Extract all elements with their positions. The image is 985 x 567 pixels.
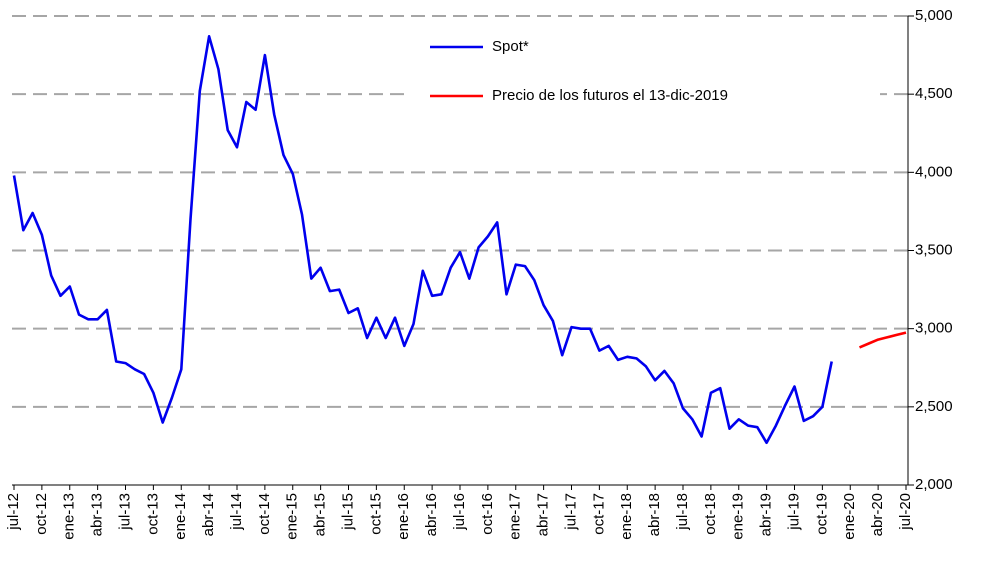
series-line	[12, 35, 833, 445]
x-tick-label: abr-15	[312, 493, 329, 536]
x-tick-label: jul-17	[562, 493, 579, 531]
y-tick-label: 3,500	[915, 241, 953, 258]
y-tick-label: 5,000	[915, 7, 953, 24]
x-tick-label: oct-14	[256, 493, 273, 535]
x-tick-label: abr-18	[646, 493, 663, 536]
x-tick-label: jul-20	[897, 493, 914, 531]
x-tick-label: oct-15	[367, 493, 384, 535]
y-tick-label: 2,000	[915, 476, 953, 493]
legend-background	[405, 24, 880, 120]
x-tick-label: jul-18	[674, 493, 691, 531]
x-tick-label: oct-12	[33, 493, 50, 535]
x-tick-label: abr-20	[869, 493, 886, 536]
y-tick-label: 3,000	[915, 320, 953, 337]
x-tick-label: oct-18	[702, 493, 719, 535]
x-tick-label: abr-14	[200, 493, 217, 536]
x-tick-label: abr-17	[535, 493, 552, 536]
legend-label: Precio de los futuros el 13-dic-2019	[492, 87, 728, 104]
x-tick-label: jul-12	[5, 493, 22, 531]
x-tick-label: ene-16	[395, 493, 412, 540]
y-tick-label: 4,500	[915, 85, 953, 102]
x-tick-label: ene-18	[618, 493, 635, 540]
x-tick-label: jul-14	[228, 493, 245, 531]
x-tick-label: jul-15	[339, 493, 356, 531]
x-tick-label: ene-20	[841, 493, 858, 540]
x-tick-label: ene-14	[172, 493, 189, 540]
y-tick-label: 2,500	[915, 398, 953, 415]
x-tick-label: jul-19	[785, 493, 802, 531]
x-tick-label: oct-13	[144, 493, 161, 535]
x-tick-label: ene-19	[730, 493, 747, 540]
x-tick-label: ene-17	[507, 493, 524, 540]
x-tick-label: ene-13	[61, 493, 78, 540]
x-tick-label: abr-13	[89, 493, 106, 536]
x-tick-label: oct-16	[479, 493, 496, 535]
x-tick-label: jul-13	[116, 493, 133, 531]
series-line	[858, 331, 907, 349]
legend-label: Spot*	[492, 38, 529, 55]
y-tick-label: 4,000	[915, 163, 953, 180]
x-tick-label: oct-19	[813, 493, 830, 535]
x-tick-label: ene-15	[284, 493, 301, 540]
x-tick-label: abr-16	[423, 493, 440, 536]
x-tick-label: oct-17	[590, 493, 607, 535]
x-tick-label: abr-19	[758, 493, 775, 536]
x-tick-label: jul-16	[451, 493, 468, 531]
